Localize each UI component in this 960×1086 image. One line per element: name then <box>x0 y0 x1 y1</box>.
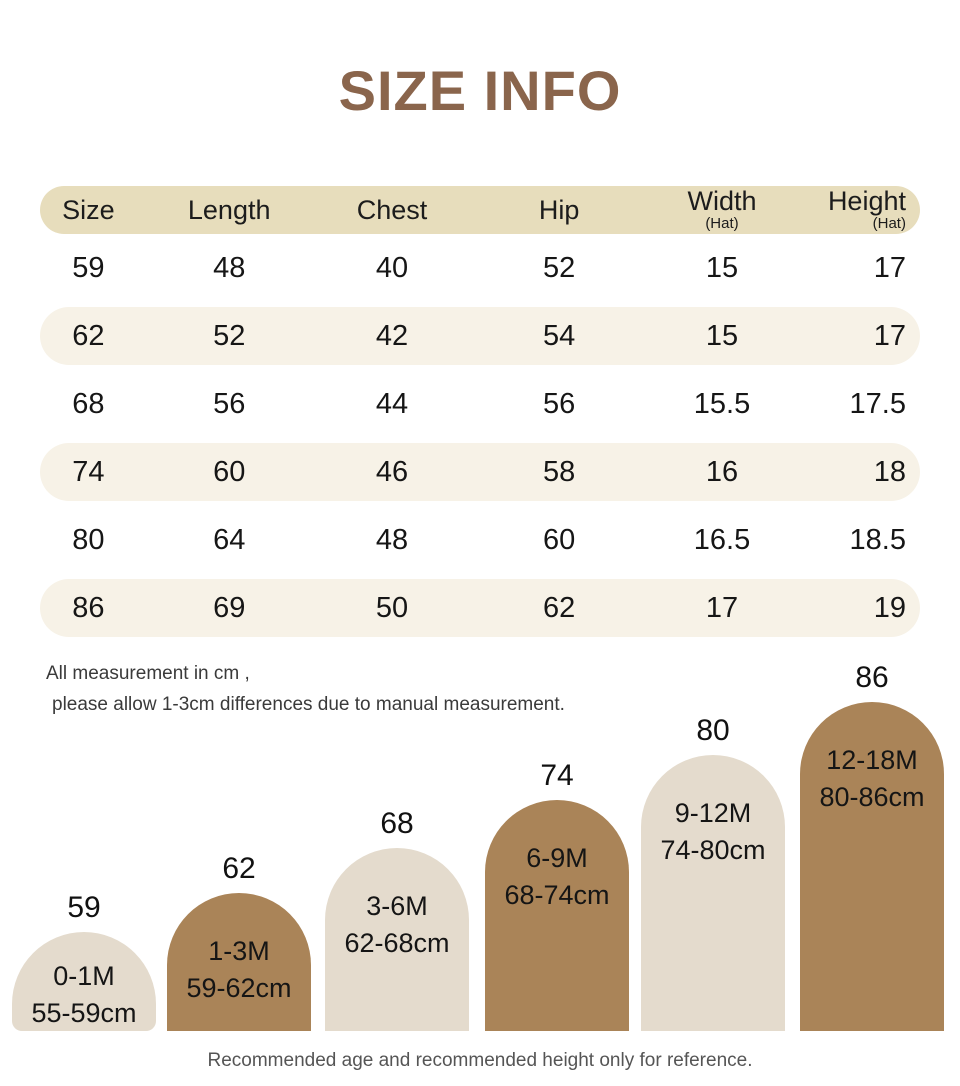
bar-size-label: 86 <box>855 661 889 694</box>
table-cell: 50 <box>375 591 409 624</box>
table-cell: 62 <box>543 591 576 624</box>
bar-size-80: 80 9-12M 74-80cm <box>641 714 785 1031</box>
bar-size-86: 86 12-18M 80-86cm <box>800 661 944 1031</box>
table-row-59: 59 48 40 52 15 17 <box>40 234 920 302</box>
bar-size-62: 62 1-3M 59-62cm <box>167 852 311 1031</box>
table-cell: 42 <box>375 319 409 352</box>
bar-range-label: 59-62cm <box>186 973 292 1003</box>
table-cell: 18.5 <box>849 523 906 556</box>
table-cell: 17 <box>873 319 906 352</box>
bar-arch: 0-1M 55-59cm <box>12 932 156 1031</box>
measurement-note-line2: please allow 1-3cm differences due to ma… <box>52 694 565 715</box>
table-row-68: 68 56 44 56 15.5 17.5 <box>40 370 920 438</box>
table-cell: 18 <box>873 455 906 488</box>
table-cell: 17 <box>873 251 906 284</box>
page-title: SIZE INFO <box>338 59 622 122</box>
table-header-row: Size Length Chest Hip Width (Hat) Height… <box>40 186 920 234</box>
table-cell: 19 <box>873 591 906 624</box>
table-cell: 52 <box>543 251 576 284</box>
table-cell: 62 <box>72 319 105 352</box>
measurement-note: All measurement in cm , please allow 1-3… <box>46 658 565 720</box>
table-cell: 48 <box>213 251 246 284</box>
table-cell: 86 <box>72 591 105 624</box>
bar-size-label: 68 <box>380 807 414 840</box>
table-cell: 56 <box>543 387 576 420</box>
table-cell: 15.5 <box>693 387 751 420</box>
header-cell-length: Length <box>137 186 322 234</box>
table-cell: 15 <box>705 251 739 284</box>
bar-arch: 12-18M 80-86cm <box>800 702 944 1031</box>
table-cell: 69 <box>213 591 246 624</box>
bar-arch: 3-6M 62-68cm <box>325 848 469 1031</box>
table-cell: 64 <box>213 523 246 556</box>
header-label: Height <box>827 186 906 216</box>
bar-arch: 1-3M 59-62cm <box>167 893 311 1031</box>
table-cell: 46 <box>375 455 409 488</box>
header-label: Size <box>62 194 115 225</box>
bar-size-label: 80 <box>696 714 730 747</box>
header-cell-size: Size <box>40 186 137 234</box>
footer-note: Recommended age and recommended height o… <box>207 1050 753 1071</box>
table-cell: 80 <box>72 523 105 556</box>
header-cell-hat-height: Height (Hat) <box>788 186 920 234</box>
table-row-80: 80 64 48 60 16.5 18.5 <box>40 506 920 574</box>
table-cell: 16 <box>705 455 739 488</box>
table-cell: 59 <box>72 251 105 284</box>
bar-age-label: 6-9M <box>526 843 588 873</box>
bar-age-label: 9-12M <box>674 798 752 828</box>
table-cell: 17 <box>705 591 739 624</box>
bar-age-label: 0-1M <box>53 961 115 991</box>
table-cell: 58 <box>543 455 576 488</box>
bar-size-label: 62 <box>222 852 256 885</box>
table-row-62: 62 52 42 54 15 17 <box>40 302 920 370</box>
table-cell: 54 <box>543 319 576 352</box>
table-cell: 74 <box>72 455 105 488</box>
bar-range-label: 74-80cm <box>660 835 766 865</box>
bar-size-label: 74 <box>540 759 574 792</box>
bar-size-59: 59 0-1M 55-59cm <box>12 891 156 1031</box>
table-cell: 44 <box>375 387 409 420</box>
table-cell: 15 <box>705 319 739 352</box>
bar-age-label: 3-6M <box>366 891 428 921</box>
bar-age-label: 12-18M <box>826 745 918 775</box>
bar-range-label: 62-68cm <box>344 928 450 958</box>
header-cell-hip: Hip <box>462 186 656 234</box>
bar-size-label: 59 <box>67 891 101 924</box>
bar-range-label: 55-59cm <box>31 998 137 1028</box>
table-cell: 17.5 <box>849 387 906 420</box>
table-cell: 68 <box>72 387 105 420</box>
table-cell: 48 <box>375 523 409 556</box>
table-cell: 52 <box>213 319 246 352</box>
header-cell-chest: Chest <box>322 186 463 234</box>
bar-size-74: 74 6-9M 68-74cm <box>485 759 629 1031</box>
bar-range-label: 68-74cm <box>504 880 610 910</box>
bar-age-label: 1-3M <box>208 936 270 966</box>
table-cell: 56 <box>213 387 246 420</box>
table-cell: 60 <box>213 455 246 488</box>
header-cell-hat-width: Width (Hat) <box>656 186 788 234</box>
size-bar-chart: All measurement in cm , please allow 1-3… <box>0 656 960 1086</box>
header-label: Width <box>687 186 757 216</box>
table-row-74: 74 60 46 58 16 18 <box>40 438 920 506</box>
table-cell: 16.5 <box>693 523 751 556</box>
size-table: Size Length Chest Hip Width (Hat) Height… <box>40 186 920 642</box>
table-cell: 40 <box>375 251 409 284</box>
bar-size-68: 68 3-6M 62-68cm <box>325 807 469 1031</box>
header-label: Chest <box>356 194 428 225</box>
header-label: Hip <box>538 194 580 225</box>
header-sublabel: (Hat) <box>872 215 906 232</box>
header-sublabel: (Hat) <box>705 215 739 232</box>
table-cell: 60 <box>543 523 576 556</box>
measurement-note-line1: All measurement in cm , <box>46 663 250 684</box>
bar-arch: 6-9M 68-74cm <box>485 800 629 1031</box>
header-label: Length <box>187 194 271 225</box>
bar-arch: 9-12M 74-80cm <box>641 755 785 1031</box>
table-row-86: 86 69 50 62 17 19 <box>40 574 920 642</box>
bar-range-label: 80-86cm <box>819 782 925 812</box>
